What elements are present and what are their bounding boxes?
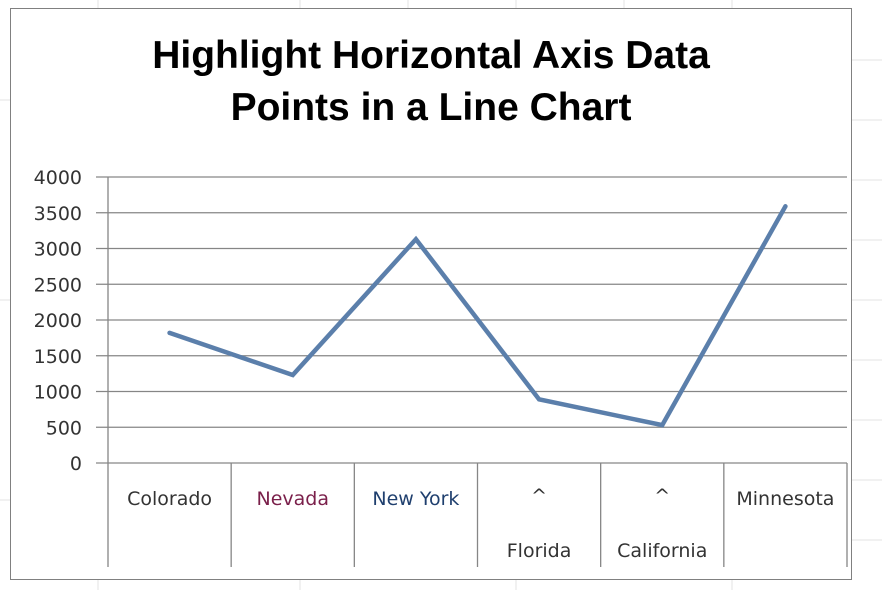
y-tick-label: 500 xyxy=(46,417,82,439)
x-category-label: California xyxy=(617,540,707,562)
category-highlight-marker: ^ xyxy=(654,485,670,507)
x-category-label: Colorado xyxy=(127,488,212,510)
y-tick-label: 1500 xyxy=(34,346,82,368)
data-point xyxy=(413,237,418,242)
y-tick-label: 3000 xyxy=(34,239,82,261)
x-category-label: Nevada xyxy=(257,488,330,510)
chart-title-line-1: Highlight Horizontal Axis Data xyxy=(152,34,710,77)
series-line xyxy=(167,204,788,428)
y-tick-label: 2500 xyxy=(34,274,82,296)
data-point xyxy=(783,204,788,209)
chart-title: Highlight Horizontal Axis Data Points in… xyxy=(10,30,852,134)
data-point xyxy=(537,397,542,402)
data-point xyxy=(167,330,172,335)
category-highlight-marker: ^ xyxy=(531,485,547,507)
data-point xyxy=(660,423,665,428)
x-category-label: Minnesota xyxy=(736,488,834,510)
y-tick-label: 4000 xyxy=(34,167,82,189)
x-category-label: Florida xyxy=(507,540,572,562)
x-category-label: New York xyxy=(372,488,459,510)
chart-title-line-2: Points in a Line Chart xyxy=(230,86,632,129)
y-tick-label: 3500 xyxy=(34,203,82,225)
data-point xyxy=(290,373,295,378)
y-tick-label: 1000 xyxy=(34,382,82,404)
chart-area[interactable] xyxy=(10,8,852,580)
y-tick-label: 0 xyxy=(70,453,82,475)
y-tick-label: 2000 xyxy=(34,310,82,332)
